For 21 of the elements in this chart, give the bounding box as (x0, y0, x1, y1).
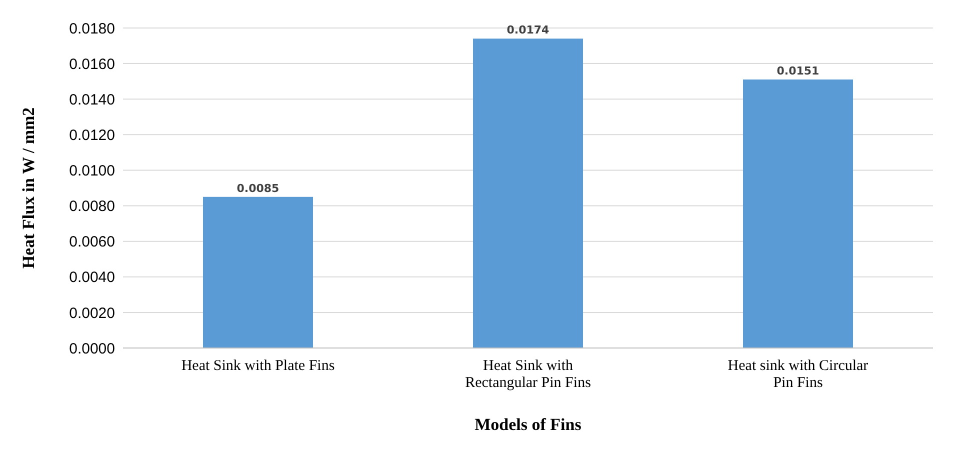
y-tick-label: 0.0100 (69, 162, 115, 180)
y-tick-label: 0.0180 (69, 20, 115, 38)
bar (203, 196, 313, 348)
x-tick-label: Heat Sink with Plate Fins (181, 358, 335, 374)
y-axis-title: Heat Flux in W / mm2 (19, 107, 38, 269)
y-tick-label: 0.0060 (69, 234, 115, 251)
data-label: 0.0151 (776, 64, 820, 78)
y-tick-label: 0.0160 (69, 56, 115, 73)
bar (473, 38, 583, 348)
y-tick-label: 0.0000 (69, 340, 115, 358)
y-tick-label: 0.0020 (69, 304, 115, 322)
y-tick-label: 0.0120 (69, 126, 115, 144)
data-label: 0.0174 (506, 24, 550, 37)
x-axis-title: Models of Fins (474, 415, 582, 434)
y-tick-label: 0.0080 (69, 198, 115, 216)
y-tick-label: 0.0040 (69, 269, 115, 286)
bar (743, 80, 853, 348)
data-label: 0.0085 (236, 182, 280, 195)
y-tick-label: 0.0140 (69, 91, 115, 108)
x-tick-label: Heat Sink with Rectangular Pin Fins (465, 358, 592, 391)
x-tick-label: Heat sink with Circular Pin Fins (728, 358, 868, 391)
